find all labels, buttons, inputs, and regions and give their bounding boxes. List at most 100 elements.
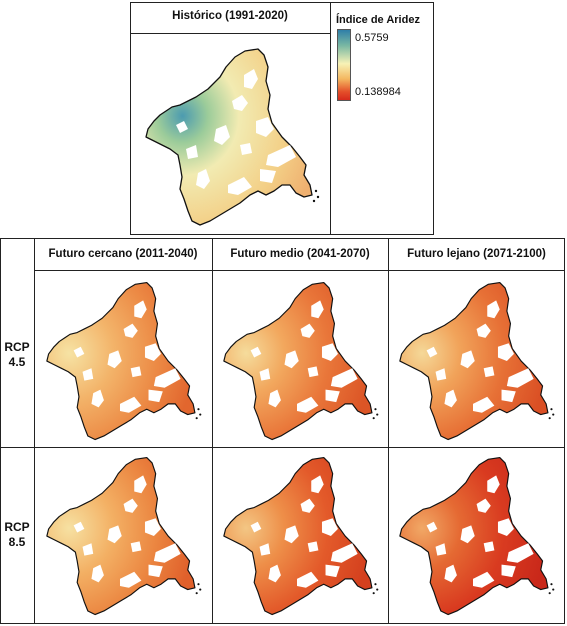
- no-data-area: [153, 543, 181, 563]
- island-dot: [552, 588, 555, 591]
- no-data-area: [119, 571, 142, 588]
- no-data-area: [256, 117, 274, 137]
- no-data-area: [472, 571, 495, 588]
- row-label-rcp85-line2: 8.5: [8, 535, 26, 549]
- island-dot: [550, 408, 553, 411]
- map-rcp45-near: [46, 281, 202, 441]
- row-label-rcp85-line1: RCP: [4, 520, 30, 534]
- no-data-area: [307, 541, 319, 553]
- legend-divider: [330, 2, 331, 235]
- island-dot: [374, 408, 377, 411]
- no-data-area: [214, 125, 230, 145]
- no-data-area: [268, 389, 281, 408]
- no-data-area: [153, 368, 181, 388]
- no-data-area: [501, 564, 516, 578]
- no-data-area: [268, 564, 281, 583]
- row-label-rcp85: RCP 8.5: [0, 520, 34, 550]
- no-data-area: [311, 300, 324, 319]
- map-rcp85-mid: [223, 456, 379, 616]
- no-data-area: [506, 368, 534, 388]
- map-rcp45-far: [399, 281, 555, 441]
- legend-min-value: 0.138984: [355, 86, 401, 98]
- island-dot: [376, 588, 379, 591]
- no-data-area: [73, 521, 85, 533]
- island-dot: [548, 417, 551, 420]
- no-data-area: [123, 498, 138, 513]
- island-dot: [372, 592, 375, 595]
- no-data-area: [307, 366, 319, 378]
- no-data-area: [284, 350, 299, 369]
- no-data-area: [435, 543, 447, 556]
- island-dot: [199, 588, 202, 591]
- no-data-area: [472, 396, 495, 413]
- island-dot: [314, 189, 318, 193]
- no-data-area: [232, 95, 248, 111]
- no-data-area: [483, 366, 495, 378]
- no-data-area: [119, 396, 142, 413]
- col-title-far-future: Futuro lejano (2071-2100): [407, 248, 546, 260]
- no-data-area: [501, 389, 516, 403]
- no-data-area: [134, 475, 147, 494]
- island-dot: [197, 408, 200, 411]
- no-data-area: [73, 346, 85, 358]
- no-data-area: [259, 368, 271, 381]
- map-rcp45-mid: [223, 281, 379, 441]
- no-data-area: [148, 564, 163, 578]
- no-data-area: [91, 564, 104, 583]
- no-data-area: [325, 389, 340, 403]
- col-title-near-future: Futuro cercano (2011-2040): [48, 248, 198, 260]
- no-data-area: [330, 368, 358, 388]
- no-data-area: [476, 323, 491, 338]
- legend-color-bar: [337, 29, 351, 101]
- no-data-area: [435, 368, 447, 381]
- island-dot: [312, 199, 316, 203]
- no-data-area: [300, 498, 315, 513]
- no-data-area: [296, 571, 319, 588]
- island-dot: [548, 592, 551, 595]
- no-data-area: [228, 177, 252, 195]
- historical-title: Histórico (1991-2020): [172, 10, 288, 22]
- no-data-area: [487, 475, 500, 494]
- no-data-area: [284, 525, 299, 544]
- legend-title: Índice de Aridez: [336, 14, 420, 26]
- no-data-area: [82, 368, 94, 381]
- no-data-area: [91, 389, 104, 408]
- no-data-area: [426, 346, 438, 358]
- no-data-area: [460, 525, 475, 544]
- island-dot: [199, 413, 202, 416]
- grid-col-divider-2: [388, 238, 389, 624]
- island-dot: [550, 583, 553, 586]
- no-data-area: [476, 498, 491, 513]
- col-title-mid-future: Futuro medio (2041-2070): [230, 248, 370, 260]
- grid-label-divider: [34, 238, 35, 624]
- no-data-area: [148, 389, 163, 403]
- no-data-area: [321, 343, 339, 362]
- no-data-area: [130, 366, 142, 378]
- no-data-area: [311, 475, 324, 494]
- no-data-area: [250, 521, 262, 533]
- no-data-area: [266, 145, 296, 167]
- no-data-area: [107, 350, 122, 369]
- island-dot: [552, 413, 555, 416]
- island-dot: [195, 592, 198, 595]
- no-data-area: [259, 543, 271, 556]
- no-data-area: [176, 121, 188, 133]
- no-data-area: [296, 396, 319, 413]
- no-data-area: [483, 541, 495, 553]
- island-dot: [374, 583, 377, 586]
- no-data-area: [250, 346, 262, 358]
- grid-col-divider-1: [212, 238, 213, 624]
- no-data-area: [240, 143, 252, 155]
- no-data-area: [300, 323, 315, 338]
- no-data-area: [444, 564, 457, 583]
- no-data-area: [325, 564, 340, 578]
- row-label-rcp45-line2: 4.5: [8, 355, 26, 369]
- no-data-area: [460, 350, 475, 369]
- grid-header-divider: [34, 270, 565, 271]
- no-data-area: [260, 169, 276, 183]
- island-dot: [195, 417, 198, 420]
- no-data-area: [130, 541, 142, 553]
- no-data-area: [186, 145, 198, 159]
- no-data-area: [144, 518, 162, 537]
- grid-row-divider: [0, 447, 565, 448]
